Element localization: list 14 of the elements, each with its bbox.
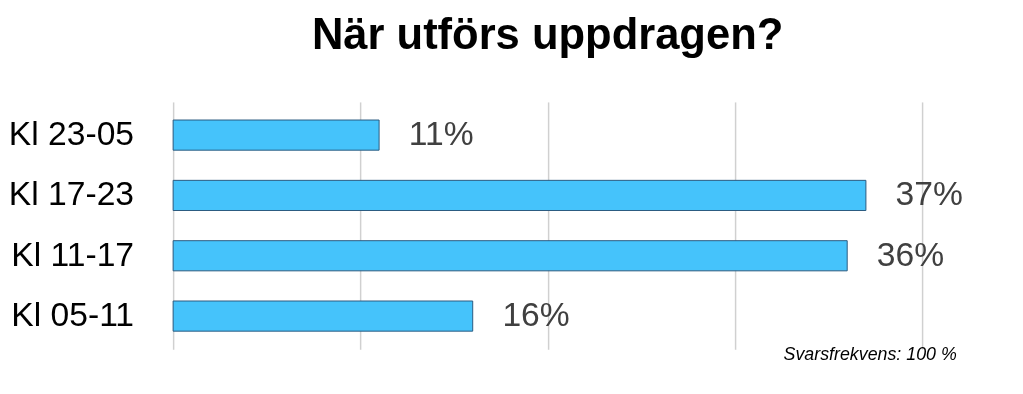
y-tick-label: Kl 17-23	[8, 175, 135, 213]
y-tick-label: Kl 23-05	[8, 115, 135, 152]
bar	[172, 119, 380, 151]
bar	[172, 300, 474, 332]
data-label: 11%	[408, 115, 474, 152]
y-tick-label: Kl 05-11	[11, 295, 135, 333]
bar	[172, 179, 867, 212]
annotation: Svarsfrekvens: 100 %	[783, 344, 957, 365]
bar	[172, 240, 848, 272]
data-label: 36%	[876, 235, 945, 273]
data-label: 16%	[502, 295, 570, 333]
data-label: 37%	[895, 175, 963, 213]
chart-title: När utförs uppdragen?	[311, 9, 784, 58]
y-tick-label: Kl 11-17	[11, 235, 135, 273]
